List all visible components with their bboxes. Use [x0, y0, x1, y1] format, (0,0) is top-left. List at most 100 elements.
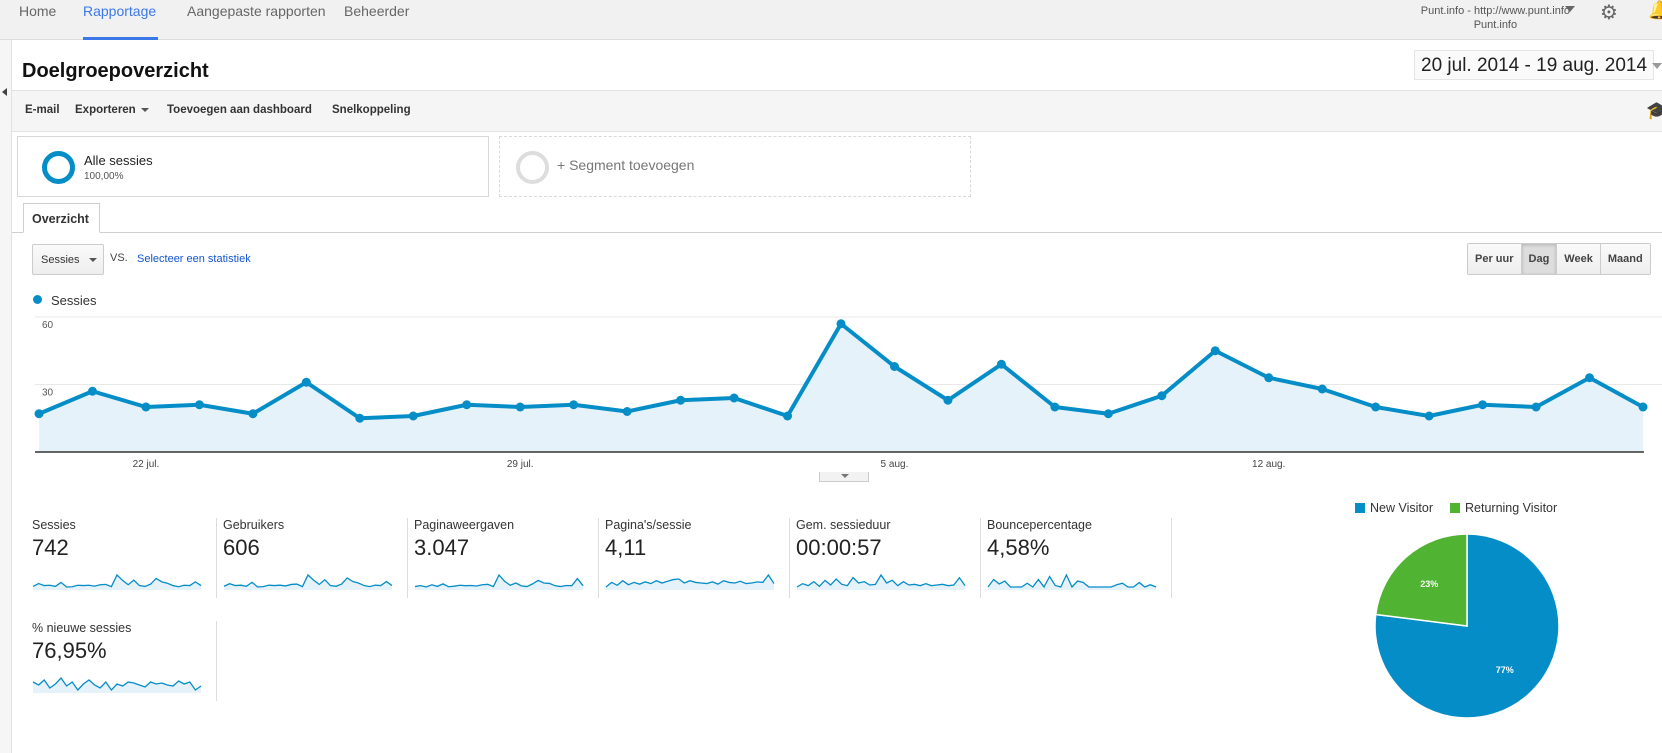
y-tick-label: 30 [42, 388, 54, 399]
metric-value: 4,58% [987, 535, 1050, 560]
sparkline-line [414, 573, 584, 588]
data-point [676, 395, 686, 405]
page-title: Doelgroepoverzicht [22, 60, 209, 82]
metric-tile[interactable]: Gebruikers 606 [223, 518, 408, 598]
granularity-week-button[interactable]: Week [1557, 244, 1601, 274]
pie-slice-label: 23% [1420, 579, 1438, 589]
granularity-month-button[interactable]: Maand [1607, 253, 1643, 265]
export-label: Exporteren [75, 104, 136, 116]
nav-tab-custom-reports[interactable]: Aangepaste rapporten [187, 3, 326, 19]
metric-tile[interactable]: Pagina's/sessie 4,11 [605, 518, 790, 598]
graduation-cap-icon[interactable]: 🎓 [1646, 101, 1662, 120]
sparkline [32, 573, 202, 590]
gear-icon[interactable]: ⚙ [1600, 2, 1618, 24]
sparkline-line [605, 573, 775, 588]
account-view: Punt.info [1473, 19, 1518, 31]
metric-name: Bouncepercentage [987, 518, 1092, 532]
metric-tile[interactable]: Paginaweergaven 3.047 [414, 518, 599, 598]
sparkline-line [223, 573, 393, 588]
data-point [1478, 400, 1488, 410]
pie-slice-label: 77% [1496, 665, 1514, 675]
data-point [1371, 402, 1381, 412]
pie-slice [1374, 533, 1560, 719]
legend-label: Sessies [51, 293, 97, 308]
x-tick-label: 5 aug. [881, 459, 909, 470]
metric-tile[interactable]: Gem. sessieduur 00:00:57 [796, 518, 981, 598]
data-point [248, 409, 258, 419]
sparkline-line [987, 573, 1157, 589]
select-metric-link[interactable]: Selecteer een statistiek [137, 253, 251, 265]
pie-legend-new-label: New Visitor [1370, 501, 1433, 515]
segment-all-sessions[interactable]: Alle sessies 100,00% [17, 136, 489, 197]
sessions-line-chart[interactable]: 30 60 22 jul. 29 jul. 5 aug. 12 aug. [0, 0, 1662, 480]
sparkline-area [33, 575, 201, 590]
data-point [355, 413, 365, 423]
data-point [836, 319, 846, 329]
account-selector[interactable]: Punt.info - http://www.punt.info Punt.in… [1421, 4, 1570, 32]
chevron-down-icon[interactable] [1652, 63, 1662, 69]
data-point [729, 393, 739, 403]
vs-label: VS. [110, 252, 128, 264]
data-point [1103, 409, 1113, 419]
data-point [1264, 373, 1274, 383]
sparkline [32, 676, 202, 693]
shortcut-button[interactable]: Snelkoppeling [332, 104, 411, 116]
data-point [889, 362, 899, 371]
add-to-dashboard-button[interactable]: Toevoegen aan dashboard [167, 104, 312, 116]
series-area [39, 323, 1643, 452]
add-segment-button[interactable]: + Segment toevoegen [499, 136, 971, 197]
tab-overview[interactable]: Overzicht [23, 203, 100, 233]
bell-icon[interactable]: 🔔 [1648, 0, 1662, 20]
add-segment-label: + Segment toevoegen [557, 157, 695, 173]
data-point [622, 407, 632, 416]
sparkline-line [796, 573, 966, 588]
metric-tile[interactable]: % nieuwe sessies 76,95% [32, 621, 217, 701]
chevron-down-icon [89, 258, 97, 262]
metric-tile[interactable]: Sessies 742 [32, 518, 217, 598]
export-button[interactable]: Exporteren [75, 104, 149, 116]
segment-placeholder-icon [516, 151, 549, 184]
sparkline [796, 573, 966, 590]
tab-divider [12, 232, 1662, 233]
granularity-day-button[interactable]: Dag [1521, 244, 1558, 274]
chevron-down-icon[interactable] [1565, 6, 1575, 12]
data-point [1585, 373, 1595, 383]
report-toolbar: E-mail Exporteren Toevoegen aan dashboar… [12, 90, 1662, 132]
sparkline-area [606, 575, 774, 590]
legend-marker [33, 295, 42, 304]
segment-name: Alle sessies [84, 153, 153, 168]
nav-tab-rapportage[interactable]: Rapportage [83, 3, 157, 19]
granularity-hour-button[interactable]: Per uur [1468, 244, 1522, 274]
data-point [515, 402, 525, 412]
expand-sidebar-icon[interactable] [2, 88, 7, 96]
nav-tab-home[interactable]: Home [19, 3, 57, 19]
metric-value: 3.047 [414, 535, 470, 560]
data-point [1424, 411, 1434, 421]
data-point [783, 411, 793, 421]
data-point [569, 400, 579, 410]
sparkline-area [33, 678, 201, 693]
metric-value: 76,95% [32, 638, 107, 663]
data-point [1157, 391, 1167, 401]
chart-collapse-handle[interactable] [819, 472, 869, 482]
sparkline-area [224, 575, 392, 590]
data-point [301, 377, 311, 387]
data-point [1050, 402, 1060, 412]
metric-dropdown[interactable]: Sessies [32, 244, 104, 275]
nav-tab-admin[interactable]: Beheerder [344, 3, 410, 19]
top-navigation: Home Rapportage Aangepaste rapporten Beh… [0, 0, 1662, 40]
date-range-picker[interactable]: 20 jul. 2014 - 19 aug. 2014 [1414, 50, 1655, 80]
metric-value: 606 [223, 535, 260, 560]
x-tick-label: 12 aug. [1252, 459, 1285, 470]
metric-value: 4,11 [605, 535, 647, 560]
metric-dropdown-label: Sessies [41, 254, 80, 266]
legend-swatch [1450, 503, 1460, 513]
data-point [141, 402, 151, 412]
pie-slice [1374, 533, 1468, 627]
sparkline-area [415, 575, 583, 590]
metric-tile[interactable]: Bouncepercentage 4,58% [987, 518, 1172, 598]
email-button[interactable]: E-mail [25, 104, 60, 116]
sparkline [987, 573, 1157, 590]
metric-name: Pagina's/sessie [605, 518, 692, 532]
metric-name: Gem. sessieduur [796, 518, 891, 532]
